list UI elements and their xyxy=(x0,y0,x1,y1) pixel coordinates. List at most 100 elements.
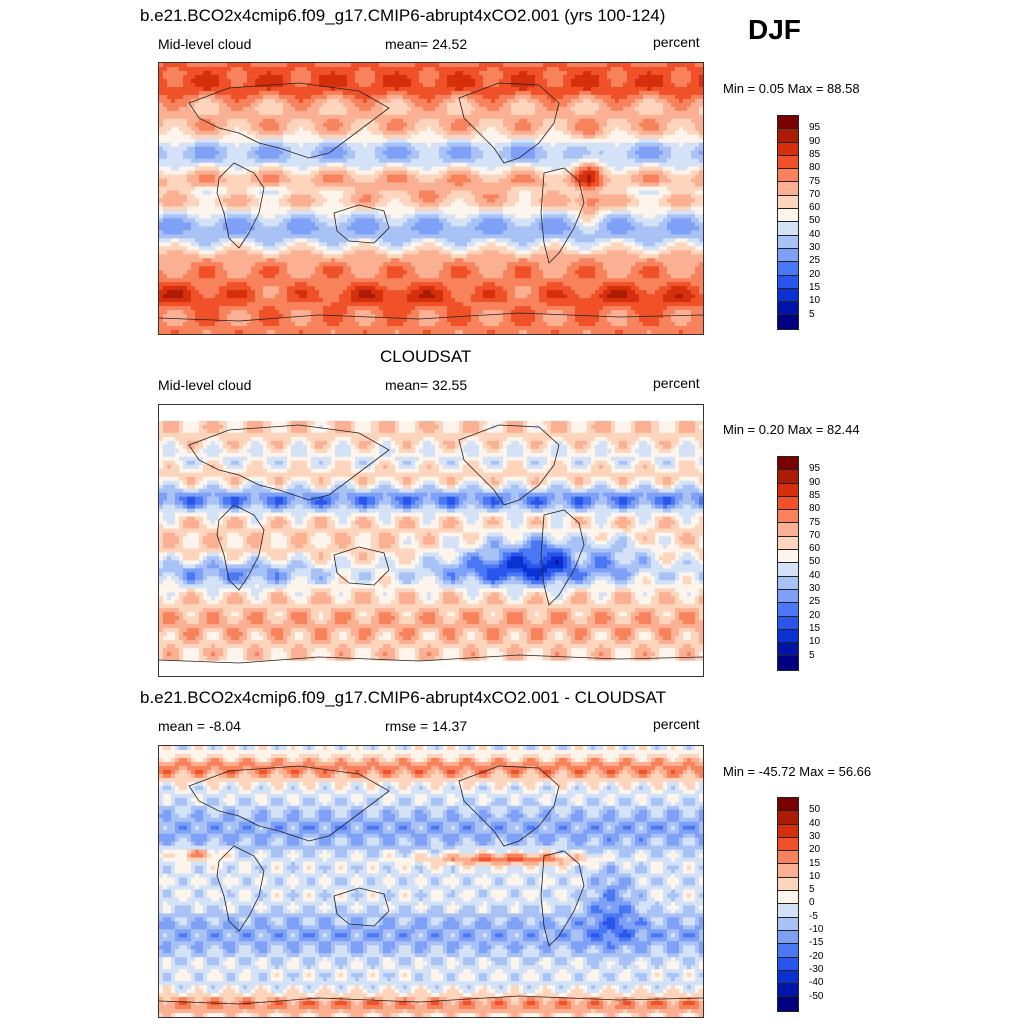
colorbar-swatch xyxy=(778,275,798,289)
colorbar-swatch xyxy=(778,536,798,551)
coastline xyxy=(216,162,265,249)
colorbar-swatch xyxy=(778,262,798,276)
colorbar-swatch xyxy=(778,510,798,524)
panel-1-units-label: percent xyxy=(653,34,700,50)
panel-2-units-label: percent xyxy=(653,375,700,391)
panel-3-mean-label: mean = -8.04 xyxy=(158,718,241,734)
coastline xyxy=(188,765,390,842)
colorbar-swatch xyxy=(778,616,798,630)
coastline xyxy=(188,82,390,159)
colorbar-swatch xyxy=(778,288,798,303)
colorbar-tick-label: 75 xyxy=(809,176,820,187)
colorbar-tick-label: 30 xyxy=(809,583,820,594)
colorbar-swatch xyxy=(778,182,798,196)
panel-2-variable-label: Mid-level cloud xyxy=(158,377,251,393)
colorbar-swatch xyxy=(778,483,798,497)
coastline xyxy=(540,167,585,264)
colorbar-tick-label: -30 xyxy=(809,964,823,975)
colorbar-swatch xyxy=(778,523,798,537)
colorbar-tick-label: -20 xyxy=(809,951,823,962)
colorbar-swatch xyxy=(778,970,798,985)
panel-2-map xyxy=(158,404,704,677)
colorbar-tick-label: -40 xyxy=(809,977,823,988)
colorbar-swatch xyxy=(778,811,798,825)
colorbar-tick-label: -5 xyxy=(809,911,818,922)
coastline xyxy=(333,546,390,586)
colorbar-swatch xyxy=(778,470,798,484)
colorbar-swatch xyxy=(778,116,798,130)
colorbar-swatch xyxy=(778,235,798,249)
coastline xyxy=(159,654,703,664)
colorbar-tick-label: 60 xyxy=(809,543,820,554)
colorbar-tick-label: 15 xyxy=(809,623,820,634)
colorbar-tick-label: 0 xyxy=(809,897,815,908)
coastline xyxy=(188,424,390,501)
coastline xyxy=(540,509,585,606)
colorbar-swatch xyxy=(778,864,798,878)
panel-1-title: b.e21.BCO2x4cmip6.f09_g17.CMIP6-abrupt4x… xyxy=(140,6,665,26)
colorbar-tick-label: 85 xyxy=(809,490,820,501)
colorbar-tick-label: 5 xyxy=(809,309,815,320)
colorbar-swatch xyxy=(778,917,798,931)
colorbar-tick-label: 20 xyxy=(809,610,820,621)
colorbar-swatch xyxy=(778,315,798,329)
colorbar-swatch xyxy=(778,155,798,170)
colorbar-swatch xyxy=(778,997,798,1011)
panel-1-colorbar xyxy=(777,115,799,330)
colorbar-tick-label: 95 xyxy=(809,122,820,133)
colorbar-swatch xyxy=(778,589,798,604)
colorbar-tick-label: 15 xyxy=(809,282,820,293)
coastline xyxy=(458,424,560,506)
colorbar-tick-label: -50 xyxy=(809,991,823,1002)
colorbar-swatch xyxy=(778,891,798,905)
map-field xyxy=(159,63,703,334)
panel-3-minmax: Min = -45.72 Max = 56.66 xyxy=(723,764,871,779)
panel-1-minmax: Min = 0.05 Max = 88.58 xyxy=(723,81,860,96)
colorbar-tick-label: 95 xyxy=(809,463,820,474)
coastline xyxy=(458,765,560,847)
colorbar-tick-label: 50 xyxy=(809,556,820,567)
colorbar-swatch xyxy=(778,944,798,958)
colorbar-tick-label: 75 xyxy=(809,517,820,528)
colorbar-tick-label: 30 xyxy=(809,242,820,253)
colorbar-tick-label: 40 xyxy=(809,570,820,581)
colorbar-swatch xyxy=(778,169,798,183)
colorbar-swatch xyxy=(778,837,798,852)
coastline xyxy=(159,312,703,322)
map-field xyxy=(159,746,703,1017)
colorbar-swatch xyxy=(778,984,798,998)
colorbar-tick-label: 50 xyxy=(809,804,820,815)
coastline xyxy=(540,850,585,947)
colorbar-tick-label: 70 xyxy=(809,530,820,541)
colorbar-tick-label: 10 xyxy=(809,295,820,306)
colorbar-swatch xyxy=(778,877,798,892)
colorbar-swatch xyxy=(778,957,798,971)
colorbar-swatch xyxy=(778,629,798,644)
panel-1-variable-label: Mid-level cloud xyxy=(158,36,251,52)
colorbar-swatch xyxy=(778,129,798,143)
colorbar-swatch xyxy=(778,824,798,838)
map-field xyxy=(159,420,703,664)
colorbar-tick-label: 70 xyxy=(809,189,820,200)
colorbar-swatch xyxy=(778,904,798,918)
colorbar-tick-label: 25 xyxy=(809,255,820,266)
colorbar-tick-label: 85 xyxy=(809,149,820,160)
panel-2-mean-label: mean= 32.55 xyxy=(385,377,467,393)
colorbar-tick-label: 25 xyxy=(809,596,820,607)
season-label: DJF xyxy=(748,14,801,46)
panel-3-title: b.e21.BCO2x4cmip6.f09_g17.CMIP6-abrupt4x… xyxy=(140,688,666,708)
panel-1-mean-label: mean= 24.52 xyxy=(385,36,467,52)
colorbar-swatch xyxy=(778,563,798,577)
coastline xyxy=(216,845,265,932)
panel-3-colorbar xyxy=(777,797,799,1012)
colorbar-tick-label: 50 xyxy=(809,215,820,226)
colorbar-swatch xyxy=(778,496,798,511)
colorbar-tick-label: 60 xyxy=(809,202,820,213)
colorbar-tick-label: -15 xyxy=(809,937,823,948)
colorbar-tick-label: 5 xyxy=(809,650,815,661)
colorbar-swatch xyxy=(778,142,798,156)
colorbar-tick-label: 30 xyxy=(809,831,820,842)
colorbar-swatch xyxy=(778,457,798,471)
panel-3-rmse-label: rmse = 14.37 xyxy=(385,718,467,734)
colorbar-tick-label: 80 xyxy=(809,162,820,173)
